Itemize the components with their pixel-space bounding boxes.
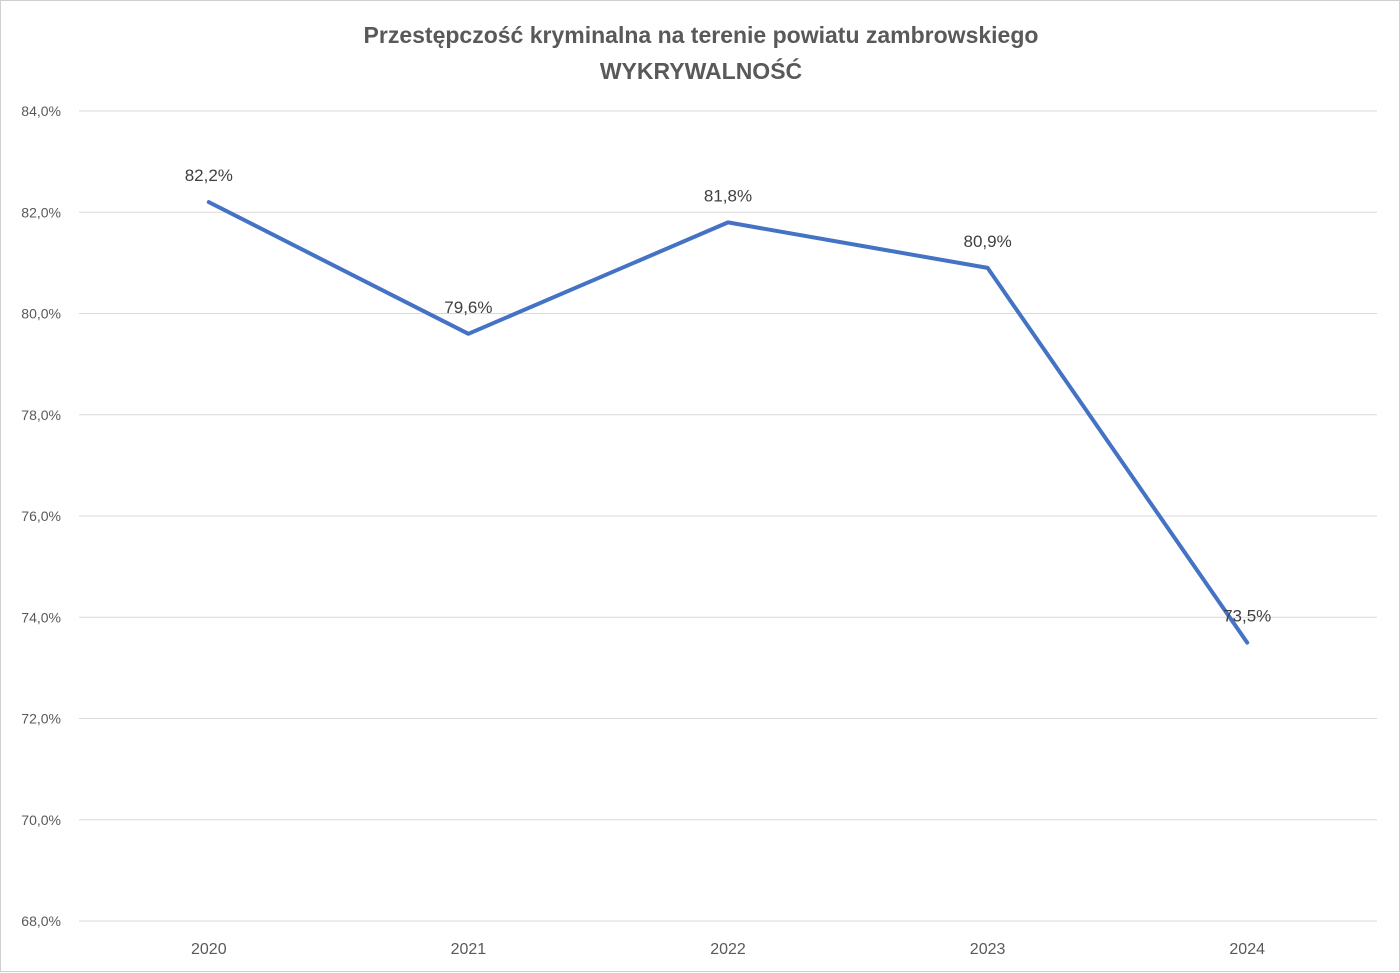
x-tick-label: 2020 <box>191 941 227 958</box>
x-tick-label: 2021 <box>451 941 487 958</box>
y-tick-label: 70,0% <box>21 812 61 828</box>
series-line <box>206 200 1250 645</box>
chart-title: Przestępczość kryminalna na terenie powi… <box>364 22 1039 48</box>
y-tick-label: 80,0% <box>21 306 61 322</box>
data-labels: 82,2% 79,6% 81,8% 80,9% 73,5% <box>185 166 1272 625</box>
x-axis-tick-labels: 2020 2021 2022 2023 2024 <box>191 941 1265 958</box>
y-tick-label: 84,0% <box>21 103 61 119</box>
y-tick-label: 76,0% <box>21 508 61 524</box>
x-tick-label: 2023 <box>970 941 1006 958</box>
series-layer <box>206 200 1250 645</box>
data-label: 80,9% <box>963 232 1011 251</box>
y-tick-label: 74,0% <box>21 609 61 625</box>
y-tick-label: 68,0% <box>21 913 61 929</box>
y-axis-tick-labels: 68,0% 70,0% 72,0% 74,0% 76,0% 78,0% 80,0% 82,0%… <box>21 103 61 929</box>
chart-subtitle: WYKRYWALNOŚĆ <box>600 57 802 84</box>
data-label: 79,6% <box>444 298 492 317</box>
data-label: 81,8% <box>704 186 752 205</box>
x-tick-label: 2022 <box>710 941 746 958</box>
y-tick-label: 72,0% <box>21 711 61 727</box>
y-tick-label: 82,0% <box>21 204 61 220</box>
gridlines <box>79 110 1377 922</box>
y-tick-label: 78,0% <box>21 407 61 423</box>
x-tick-label: 2024 <box>1229 941 1265 958</box>
data-label: 73,5% <box>1223 607 1271 626</box>
data-label: 82,2% <box>185 166 233 185</box>
